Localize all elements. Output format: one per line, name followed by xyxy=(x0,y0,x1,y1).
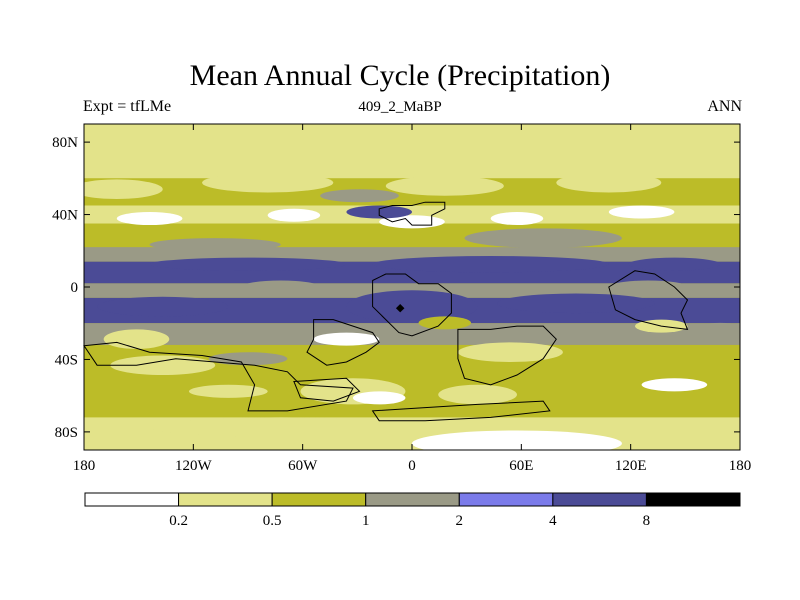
precip-band-2 xyxy=(84,205,740,224)
map-axes: 180 120W 60W 0 60E 120E 180 80N 40N 0 40S 80S xyxy=(52,123,752,474)
colorbar: 0.2 0.5 1 2 4 8 xyxy=(84,492,741,529)
colorbar-label-2: 1 xyxy=(362,513,370,529)
precip-patch-24 xyxy=(562,326,629,340)
x-tick-label-0: 180 xyxy=(73,458,96,474)
y-tick-label-0: 80N xyxy=(52,135,78,151)
chart-title: Mean Annual Cycle (Precipitation) xyxy=(189,59,611,92)
colorbar-swatch-2 xyxy=(271,492,367,507)
precip-patch-0 xyxy=(84,179,163,199)
precip-patch-4 xyxy=(116,212,183,226)
precip-patch-12 xyxy=(149,238,281,252)
precip-patch-32 xyxy=(438,384,517,405)
precip-patch-28 xyxy=(110,355,216,376)
x-tick-label-1: 120W xyxy=(175,458,213,474)
precip-band-0 xyxy=(84,124,740,179)
colorbar-swatch-3 xyxy=(365,492,460,507)
precip-band-10 xyxy=(84,386,740,418)
colorbar-swatch-0 xyxy=(84,492,180,507)
precip-patch-13 xyxy=(372,256,609,273)
x-tick-label-3: 0 xyxy=(408,458,416,474)
map-plot-area xyxy=(84,124,740,450)
precip-patch-33 xyxy=(641,378,708,392)
time-period-label: 409_2_MaBP xyxy=(358,99,442,115)
continent-outline-3 xyxy=(457,325,557,386)
x-tick-label-4: 60E xyxy=(509,458,533,474)
precip-patch-36 xyxy=(149,417,413,437)
precip-patch-29 xyxy=(208,352,288,366)
season-label: ANN xyxy=(707,98,742,115)
precip-patch-20 xyxy=(608,280,688,294)
colorbar-swatch-5 xyxy=(552,492,647,507)
precip-patch-11 xyxy=(464,228,622,248)
colorbar-swatch-4 xyxy=(458,492,554,507)
precip-patch-15 xyxy=(628,257,721,271)
precip-patch-16 xyxy=(346,290,478,323)
experiment-label: Expt = tfLMe xyxy=(83,98,172,115)
precip-patch-35 xyxy=(412,430,622,450)
precip-patch-17 xyxy=(497,293,655,314)
y-tick-label-2: 0 xyxy=(71,280,79,296)
map-overlays xyxy=(83,201,689,422)
precip-patch-21 xyxy=(103,329,170,349)
precip-patch-18 xyxy=(97,296,229,317)
x-tick-label-5: 120E xyxy=(615,458,647,474)
precip-patch-8 xyxy=(608,205,675,219)
colorbar-label-1: 0.5 xyxy=(263,513,282,529)
y-tick-label-4: 80S xyxy=(55,425,78,441)
precip-patch-7 xyxy=(490,212,544,226)
x-tick-label-2: 60W xyxy=(288,458,318,474)
colorbar-label-3: 2 xyxy=(456,513,464,529)
colorbar-swatch-1 xyxy=(178,492,273,507)
precip-patch-14 xyxy=(149,257,347,271)
y-tick-label-1: 40N xyxy=(52,208,78,224)
precip-patch-22 xyxy=(313,332,380,346)
x-tick-label-6: 180 xyxy=(729,458,752,474)
colorbar-label-5: 8 xyxy=(643,513,651,529)
continent-outline-6 xyxy=(293,377,361,402)
precip-patch-19 xyxy=(241,280,321,294)
continent-outline-7 xyxy=(371,400,551,422)
precip-patch-27 xyxy=(457,342,563,362)
continent-outline-4 xyxy=(608,270,689,331)
precip-patch-5 xyxy=(267,208,321,222)
precip-patch-31 xyxy=(352,391,406,405)
y-tick-label-3: 40S xyxy=(55,352,78,368)
precip-patch-23 xyxy=(418,316,472,330)
marker-diamond xyxy=(395,303,405,313)
precip-patch-25 xyxy=(694,322,740,336)
colorbar-label-0: 0.2 xyxy=(169,513,188,529)
precip-patch-9 xyxy=(320,189,399,203)
precip-patch-1 xyxy=(202,172,334,193)
precip-patch-34 xyxy=(188,384,268,398)
continent-outline-1 xyxy=(372,273,452,337)
continent-outline-0 xyxy=(378,201,446,226)
precip-patch-2 xyxy=(385,176,504,196)
continent-outline-2 xyxy=(306,319,380,366)
colorbar-label-4: 4 xyxy=(549,513,557,529)
precip-patch-3 xyxy=(556,172,662,193)
colorbar-swatch-6 xyxy=(645,492,741,507)
